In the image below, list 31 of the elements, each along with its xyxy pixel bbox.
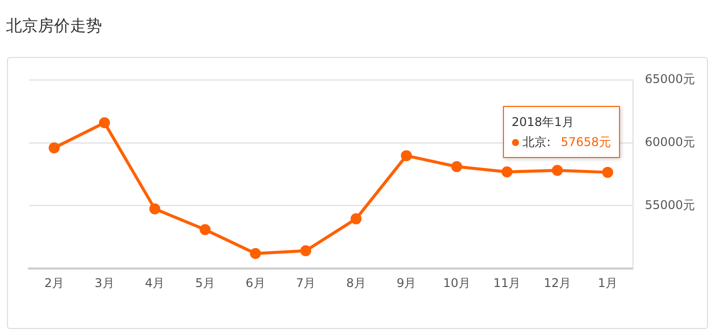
- annotation: 2018年1月: [512, 114, 574, 132]
- chart-title: 北京房价走势: [6, 16, 102, 37]
- x-tick-label: 7月: [296, 276, 316, 290]
- point: [502, 166, 513, 178]
- y-tick-label: 60000元: [644, 134, 696, 149]
- point: [400, 150, 412, 162]
- x-tick-label: 9月: [396, 276, 416, 290]
- x-tick-label: 12月: [544, 276, 571, 290]
- x-tick-label: 8月: [346, 276, 366, 290]
- point: [300, 245, 312, 256]
- x-tick-label: 5月: [195, 276, 215, 290]
- point: [200, 224, 211, 236]
- x-tick-label: 1月: [598, 276, 618, 290]
- data-label: 57658元: [560, 134, 611, 152]
- point: [250, 248, 261, 260]
- point: [350, 213, 362, 224]
- x-tick-label: 10月: [443, 276, 470, 290]
- y-tick-label: 65000元: [644, 72, 696, 86]
- x-tick-label: 3月: [94, 276, 114, 290]
- legend-label: 北京:: [522, 134, 551, 152]
- point: [149, 203, 160, 214]
- point: [48, 142, 60, 154]
- x-tick-label: 6月: [246, 276, 266, 290]
- point: [602, 166, 614, 178]
- x-tick-label: 4月: [144, 276, 165, 290]
- point: [552, 164, 563, 176]
- x-tick-label: 2月: [44, 276, 64, 290]
- x-tick-label: 11月: [493, 276, 521, 290]
- y-tick-label: 55000元: [644, 198, 696, 212]
- point: [98, 117, 110, 128]
- point: [451, 161, 462, 172]
